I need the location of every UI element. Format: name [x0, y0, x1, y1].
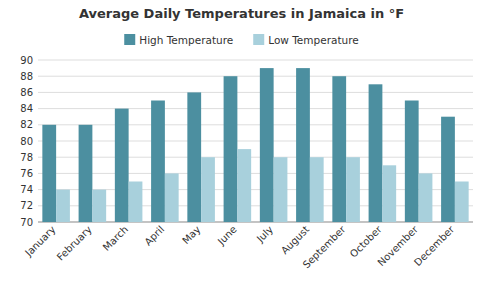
legend-label: Low Temperature	[268, 34, 359, 46]
bar	[56, 190, 70, 222]
grid-line	[38, 60, 473, 61]
chart: Average Daily Temperatures in Jamaica in…	[0, 0, 483, 291]
bar	[79, 125, 93, 222]
legend-item: High Temperature	[124, 34, 233, 46]
bar	[115, 109, 129, 222]
bar	[455, 182, 469, 223]
bars	[42, 68, 468, 222]
x-tick-label: August	[279, 224, 312, 257]
grid-line	[38, 92, 473, 93]
legend: High Temperature Low Temperature	[124, 34, 359, 46]
bar	[151, 101, 165, 223]
bar	[419, 173, 433, 222]
y-tick-label: 74	[20, 184, 33, 195]
bar	[369, 84, 383, 222]
bar	[42, 125, 56, 222]
x-tick-label: May	[180, 224, 202, 246]
title: Average Daily Temperatures in Jamaica in…	[79, 6, 404, 21]
y-tick-label: 86	[20, 87, 33, 98]
bar	[310, 157, 324, 222]
grid-line	[38, 76, 473, 77]
y-tick-label: 78	[20, 152, 33, 163]
y-tick-label: 90	[20, 55, 33, 66]
y-tick-label: 80	[20, 136, 33, 147]
y-tick-label: 88	[20, 71, 33, 82]
bar	[260, 68, 274, 222]
bar	[296, 68, 310, 222]
x-tick-label: October	[348, 223, 385, 260]
bar	[201, 157, 215, 222]
x-tick-label: January	[22, 224, 57, 259]
legend-item: Low Temperature	[253, 34, 359, 46]
y-tick-label: 82	[20, 119, 33, 130]
x-tick-label: February	[55, 224, 94, 263]
bar	[441, 117, 455, 222]
y-axis: 70 72 74 76 78 80 82 84 86 88 90	[20, 55, 473, 228]
legend-swatch	[124, 34, 135, 45]
bar	[92, 190, 106, 222]
bar	[382, 165, 396, 222]
x-tick-label: September	[301, 223, 348, 270]
x-tick-label: April	[142, 224, 166, 248]
y-tick-label: 84	[20, 103, 33, 114]
chart-container: Average Daily Temperatures in Jamaica in…	[0, 0, 483, 291]
bar	[346, 157, 360, 222]
bar	[187, 92, 201, 222]
y-tick-label: 70	[20, 217, 33, 228]
x-axis: JanuaryFebruaryMarch April May June JulyAugu…	[22, 223, 457, 270]
bar	[332, 76, 346, 222]
x-tick-label: June	[215, 224, 239, 248]
bar	[274, 157, 288, 222]
bar	[165, 173, 179, 222]
legend-swatch	[253, 34, 264, 45]
bar	[224, 76, 238, 222]
x-tick-label: July	[254, 224, 275, 245]
x-tick-label: December	[412, 223, 457, 268]
y-tick-label: 72	[20, 200, 33, 211]
legend-label: High Temperature	[139, 34, 233, 46]
x-tick-label: March	[101, 224, 130, 253]
bar	[129, 182, 143, 223]
bar	[405, 101, 419, 223]
y-tick-label: 76	[20, 168, 33, 179]
bar	[237, 149, 251, 222]
